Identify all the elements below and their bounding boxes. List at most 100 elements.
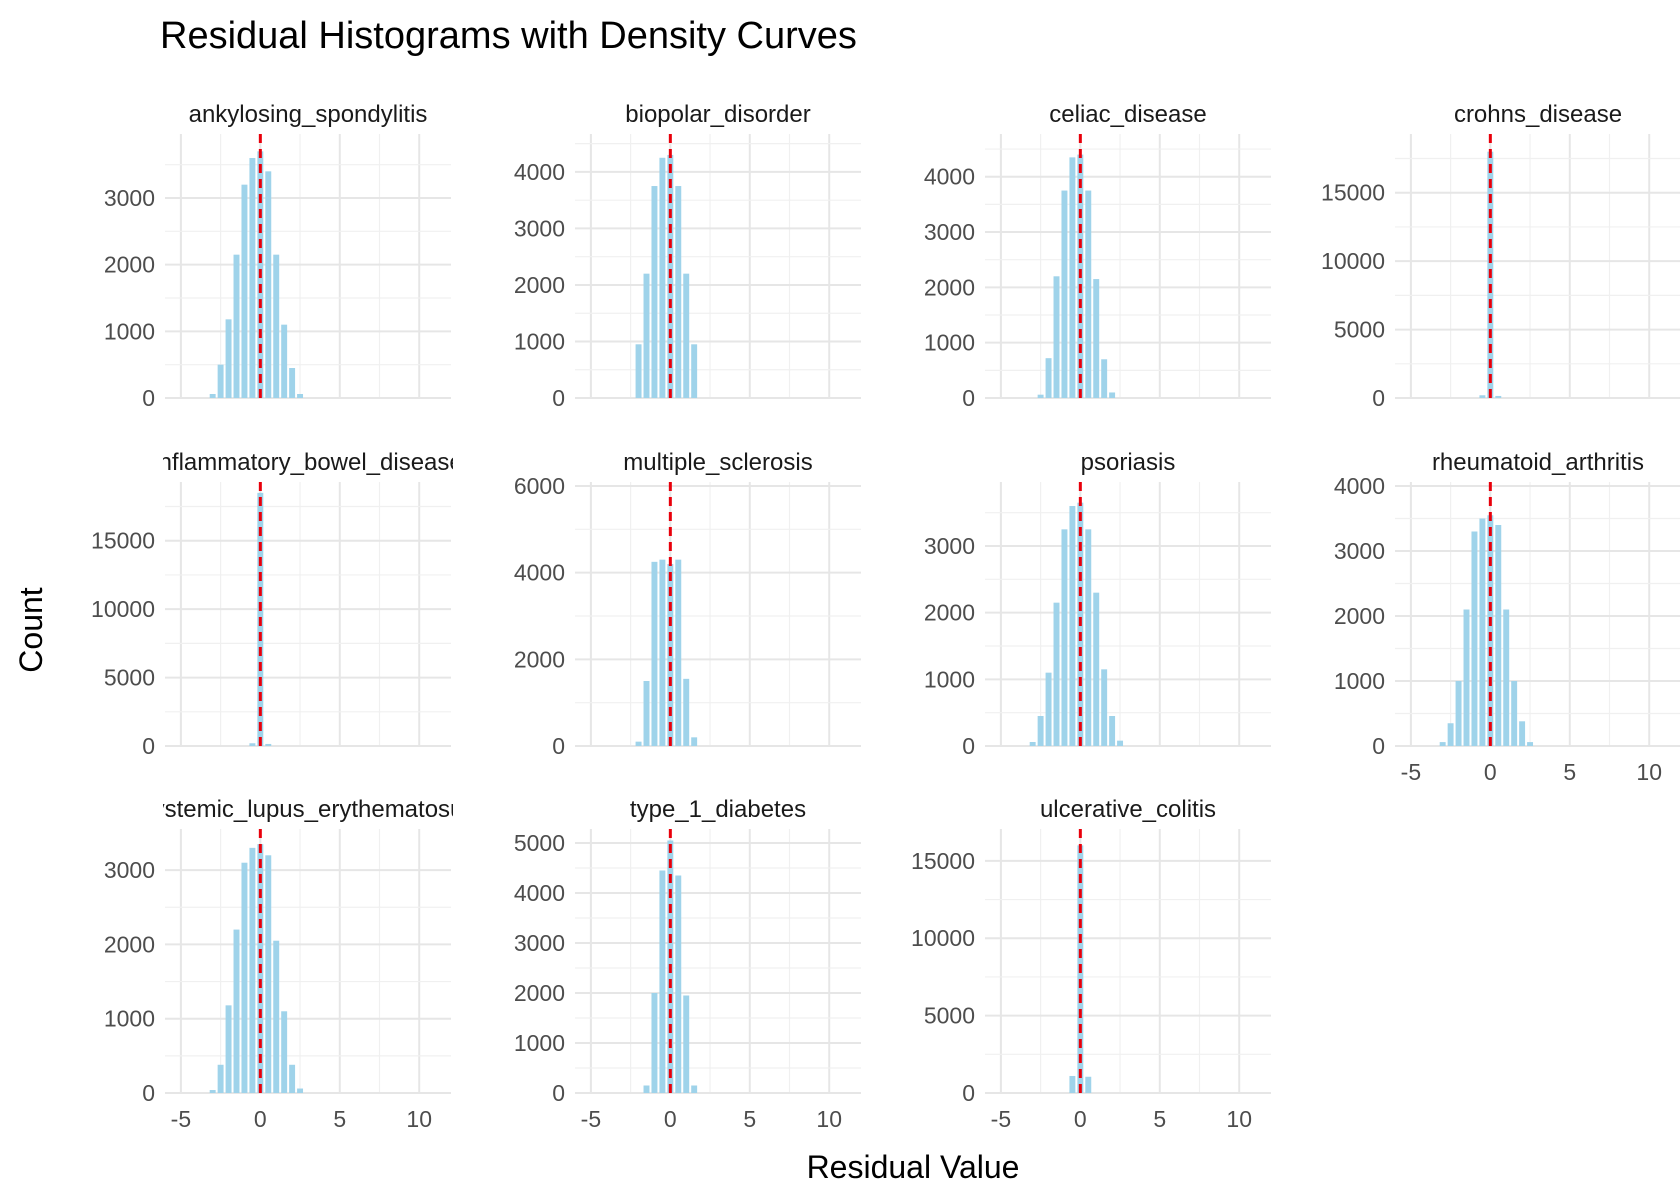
y-tick-label: 2000 xyxy=(514,980,565,1006)
histogram-bar xyxy=(651,186,658,398)
y-tick-label: 3000 xyxy=(104,857,155,883)
histogram-bar xyxy=(635,344,642,398)
histogram-bar xyxy=(675,186,682,398)
histogram-bar xyxy=(1447,723,1454,746)
panel-title: ankylosing_spondylitis xyxy=(189,101,428,128)
y-tick-label: 0 xyxy=(142,733,155,759)
x-tick-label: 0 xyxy=(1484,759,1497,785)
x-tick-label: 10 xyxy=(1226,1106,1252,1132)
y-tick-label: 0 xyxy=(962,1080,975,1106)
panel-title: ulcerative_colitis xyxy=(1040,796,1216,823)
y-tick-label: 15000 xyxy=(911,848,975,874)
y-tick-label: 2000 xyxy=(514,646,565,672)
y-tick-label: 3000 xyxy=(924,533,975,559)
y-tick-label: 10000 xyxy=(911,925,975,951)
x-tick-label: -5 xyxy=(171,1106,191,1132)
histogram-bar xyxy=(249,743,256,746)
histogram-bar xyxy=(1037,716,1044,746)
y-tick-label: 0 xyxy=(1372,733,1385,759)
histogram-bar xyxy=(1093,592,1100,746)
histogram-bar xyxy=(1109,716,1116,746)
histogram-bar xyxy=(273,254,280,398)
histogram-bar xyxy=(217,1064,224,1093)
y-tick-label: 10000 xyxy=(91,596,155,622)
x-tick-label: 5 xyxy=(333,1106,346,1132)
histogram-bar xyxy=(1455,681,1462,746)
y-tick-label: 4000 xyxy=(924,164,975,190)
y-tick-label: 4000 xyxy=(1334,473,1385,499)
panel-title: multiple_sclerosis xyxy=(623,449,812,476)
histogram-bar xyxy=(265,743,272,746)
histogram-bar xyxy=(1479,395,1486,398)
facet-panels: ankylosing_spondylitis0100020003000biopo… xyxy=(91,101,1680,1132)
y-tick-label: 0 xyxy=(962,385,975,411)
y-tick-label: 2000 xyxy=(514,272,565,298)
histogram-bar xyxy=(241,862,248,1093)
y-tick-label: 3000 xyxy=(924,219,975,245)
y-axis-title: Count xyxy=(13,587,49,673)
histogram-bar xyxy=(659,870,666,1093)
panel-ankylosing-spondylitis: ankylosing_spondylitis 0 1000 2000 3000 xyxy=(104,101,451,411)
histogram-bar xyxy=(217,364,224,398)
x-tick-label: 10 xyxy=(406,1106,432,1132)
chart-title: Residual Histograms with Density Curves xyxy=(160,15,857,57)
panel-title: biopolar_disorder xyxy=(625,101,810,128)
panel-title: psoriasis xyxy=(1081,449,1176,476)
histogram-bar xyxy=(659,559,666,746)
y-tick-label: 10000 xyxy=(1321,248,1385,274)
y-tick-label: 5000 xyxy=(514,830,565,856)
histogram-bar xyxy=(281,324,288,398)
y-tick-label: 2000 xyxy=(1334,603,1385,629)
panel-ulcerative-colitis: ulcerative_colitis 0 5000 10000 15000 -5 0 5 10 xyxy=(911,796,1271,1132)
histogram-bar xyxy=(675,875,682,1093)
y-tick-label: 1000 xyxy=(924,666,975,692)
y-tick-label: 1000 xyxy=(1334,668,1385,694)
histogram-bar xyxy=(643,1085,650,1093)
histogram-bar xyxy=(1511,681,1518,746)
y-tick-label: 5000 xyxy=(1334,317,1385,343)
histogram-bar xyxy=(273,940,280,1093)
histogram-bar xyxy=(1085,529,1092,746)
y-tick-label: 0 xyxy=(142,385,155,411)
panel-crohns-disease: crohns_disease 0 5000 10000 15000 xyxy=(1321,101,1680,411)
histogram-bar xyxy=(241,184,248,398)
y-tick-label: 4000 xyxy=(514,159,565,185)
histogram-bar xyxy=(249,847,256,1093)
panel-title: rheumatoid_arthritis xyxy=(1432,449,1644,476)
y-tick-label: 2000 xyxy=(104,931,155,957)
y-tick-label: 5000 xyxy=(104,665,155,691)
histogram-bar xyxy=(1045,358,1052,398)
y-tick-label: 0 xyxy=(962,733,975,759)
histogram-bar xyxy=(659,157,666,398)
histogram-bar xyxy=(297,1088,304,1093)
histogram-bar xyxy=(265,855,272,1093)
histogram-bar xyxy=(1085,190,1092,398)
histogram-bar xyxy=(635,741,642,746)
y-tick-label: 1000 xyxy=(924,330,975,356)
y-tick-label: 0 xyxy=(552,385,565,411)
histogram-bar xyxy=(1519,721,1526,746)
y-tick-label: 2000 xyxy=(924,600,975,626)
histogram-bar xyxy=(1101,669,1108,746)
histogram-bar xyxy=(1495,525,1502,746)
histogram-bar xyxy=(265,171,272,398)
panel-inflammatory-bowel-disease: inflammatory_bowel_disease 0 5000 10000 1500… xyxy=(91,449,453,759)
panel-celiac-disease: celiac_disease 0 1000 2000 3000 4000 xyxy=(924,101,1271,411)
histogram-bar xyxy=(1487,515,1494,746)
panel-biopolar-disorder: biopolar_disorder 0 1000 2000 3000 4000 xyxy=(514,101,861,411)
x-tick-label: 0 xyxy=(664,1106,677,1132)
histogram-bar xyxy=(683,273,690,398)
histogram-bar xyxy=(1029,742,1036,746)
histogram-bar xyxy=(1463,609,1470,746)
histogram-bar xyxy=(289,368,296,398)
panel-psoriasis: psoriasis 0 1000 2000 3000 xyxy=(924,449,1271,759)
y-tick-label: 2000 xyxy=(104,252,155,278)
histogram-bar xyxy=(683,995,690,1093)
y-tick-label: 15000 xyxy=(91,528,155,554)
histogram-bar xyxy=(1527,742,1534,746)
panel-title: systemic_lupus_erythematosus xyxy=(141,796,476,823)
histogram-bar xyxy=(1085,1076,1092,1093)
y-tick-label: 0 xyxy=(552,1080,565,1106)
histogram-bar xyxy=(249,158,256,398)
